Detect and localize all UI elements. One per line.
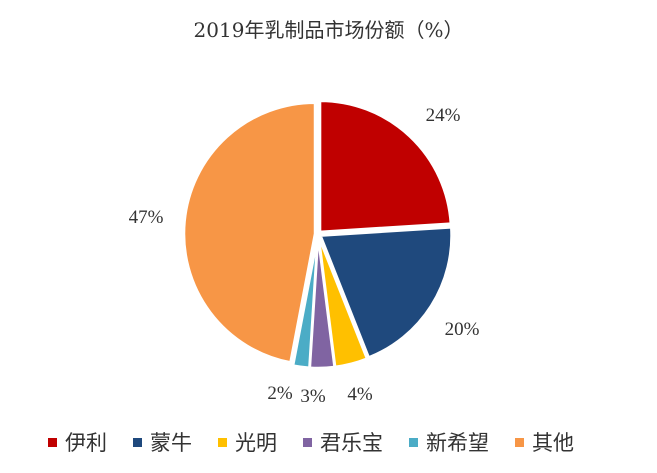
legend-label: 蒙牛 bbox=[150, 431, 192, 455]
legend-swatch bbox=[515, 437, 524, 447]
data-label: 24% bbox=[426, 105, 461, 126]
legend-label: 君乐宝 bbox=[320, 431, 383, 455]
legend-swatch bbox=[409, 437, 418, 447]
pie-slice-6 bbox=[182, 101, 317, 364]
data-label: 4% bbox=[347, 384, 373, 405]
legend-swatch bbox=[48, 437, 57, 447]
legend: 伊利 蒙牛 光明 君乐宝 新希望 其他 bbox=[48, 427, 574, 457]
legend-swatch bbox=[133, 437, 142, 447]
chart-title: 2019年乳制品市场份额（%） bbox=[193, 18, 464, 42]
pie-slice-5 bbox=[291, 236, 319, 370]
legend-swatch bbox=[303, 437, 312, 447]
data-label: 3% bbox=[300, 386, 326, 407]
data-label: 47% bbox=[129, 207, 164, 228]
data-label: 20% bbox=[445, 319, 480, 340]
legend-item: 其他 bbox=[515, 427, 574, 457]
legend-swatch bbox=[218, 437, 227, 447]
legend-item: 君乐宝 bbox=[303, 427, 383, 457]
legend-item: 光明 bbox=[218, 427, 277, 457]
legend-label: 光明 bbox=[235, 431, 277, 455]
data-label: 2% bbox=[267, 383, 293, 404]
legend-label: 新希望 bbox=[426, 431, 489, 455]
legend-label: 伊利 bbox=[65, 431, 107, 455]
legend-item: 新希望 bbox=[409, 427, 489, 457]
pie-slice-2 bbox=[318, 226, 453, 360]
legend-item: 蒙牛 bbox=[133, 427, 192, 457]
pie-slice-1 bbox=[318, 99, 453, 234]
legend-label: 其他 bbox=[532, 431, 574, 455]
legend-item: 伊利 bbox=[48, 427, 107, 457]
